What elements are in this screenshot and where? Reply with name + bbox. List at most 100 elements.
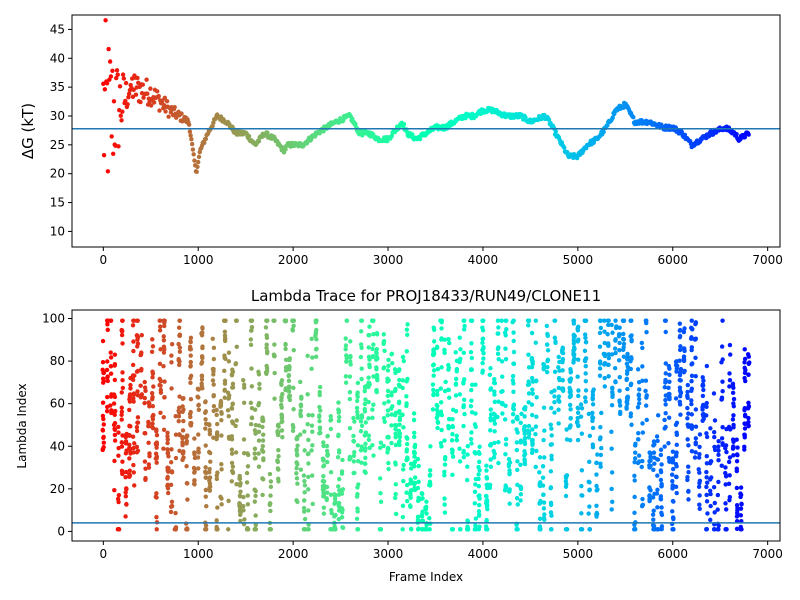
lambda-point [248, 318, 254, 323]
lambda-point [446, 424, 452, 430]
lambda-point [119, 332, 125, 338]
lambda-point [169, 360, 174, 365]
lambda-point [378, 440, 384, 445]
lambda-point [275, 458, 280, 464]
lambda-point [332, 514, 337, 519]
lambda-point [386, 466, 391, 472]
dg-x-tick-label: 7000 [752, 253, 783, 267]
lambda-point [519, 411, 524, 417]
lambda-point [542, 517, 547, 522]
lambda-point [730, 381, 736, 386]
lambda-point [659, 505, 664, 510]
lambda-point [526, 400, 531, 405]
lambda-point [165, 437, 170, 442]
lambda-point [313, 318, 319, 323]
lambda-point [260, 443, 265, 449]
dg-point [162, 95, 168, 101]
lambda-point [257, 386, 262, 391]
lambda-point [541, 366, 547, 372]
lambda-point [112, 352, 118, 357]
dg-point [211, 120, 216, 125]
lambda-point [716, 438, 721, 444]
lambda-point [157, 361, 163, 367]
lambda-point [685, 464, 691, 469]
lambda-point [268, 501, 273, 506]
lambda-point [686, 497, 691, 502]
lambda-x-tick-label: 1000 [183, 547, 214, 561]
lambda-point [139, 366, 144, 372]
lambda-point [734, 458, 740, 464]
lambda-point [381, 341, 386, 347]
lambda-point [567, 402, 573, 408]
lambda-point [343, 336, 348, 341]
lambda-point [495, 318, 501, 323]
lambda-point [324, 484, 330, 490]
lambda-point [526, 435, 532, 440]
lambda-point [415, 456, 421, 462]
lambda-point [689, 318, 694, 323]
lambda-point [257, 381, 262, 387]
lambda-point [234, 318, 239, 323]
lambda-point [586, 411, 592, 417]
lambda-point [131, 392, 137, 398]
lambda-point [686, 469, 691, 475]
lambda-point [711, 429, 717, 435]
lambda-point [134, 444, 140, 450]
dg-point [135, 75, 140, 81]
lambda-point [522, 453, 527, 458]
lambda-point [165, 447, 170, 452]
lambda-point [339, 487, 345, 493]
lambda-point [434, 345, 440, 351]
lambda-point [492, 392, 497, 397]
dg-point [202, 140, 207, 146]
lambda-point [705, 511, 710, 516]
lambda-point [264, 342, 269, 347]
lambda-point [356, 482, 361, 487]
dg-point [179, 111, 184, 116]
lambda-point [100, 427, 105, 433]
dg-x-ticks: 0 1000 2000 3000 4000 5000 6000 7000 [99, 247, 783, 267]
lambda-point [579, 511, 584, 516]
lambda-point [457, 446, 462, 451]
lambda-point [222, 388, 227, 393]
lambda-point [606, 374, 611, 379]
lambda-point [298, 408, 303, 413]
lambda-point [583, 364, 588, 369]
lambda-point [176, 341, 181, 347]
lambda-point [244, 480, 250, 485]
lambda-point [355, 413, 360, 418]
lambda-point [529, 402, 535, 407]
dg-axes-frame [71, 14, 781, 248]
lambda-point [515, 459, 520, 464]
lambda-point [161, 344, 167, 349]
lambda-point [522, 424, 528, 429]
lambda-point [180, 396, 186, 402]
lambda-point [404, 498, 410, 504]
lambda-point [165, 482, 170, 487]
lambda-point [352, 419, 357, 424]
lambda-point [127, 397, 132, 402]
lambda-point [358, 354, 364, 360]
lambda-point [610, 499, 615, 505]
lambda-point [612, 365, 618, 371]
lambda-point [150, 344, 156, 349]
lambda-point [613, 350, 618, 356]
lambda-point [488, 365, 493, 371]
lambda-point [502, 417, 508, 422]
lambda-point [697, 444, 702, 450]
dg-point [101, 81, 106, 86]
lambda-point [662, 426, 667, 431]
lambda-point [188, 421, 193, 426]
dg-point [610, 115, 615, 120]
lambda-point [283, 346, 288, 352]
lambda-point [582, 318, 587, 323]
lambda-point [609, 429, 614, 435]
lambda-point [241, 504, 246, 509]
lambda-point [415, 498, 421, 504]
lambda-point [287, 364, 292, 370]
lambda-point [412, 454, 417, 459]
lambda-point [617, 325, 622, 330]
lambda-point [165, 468, 170, 473]
lambda-point [533, 432, 538, 437]
lambda-point [245, 527, 250, 532]
